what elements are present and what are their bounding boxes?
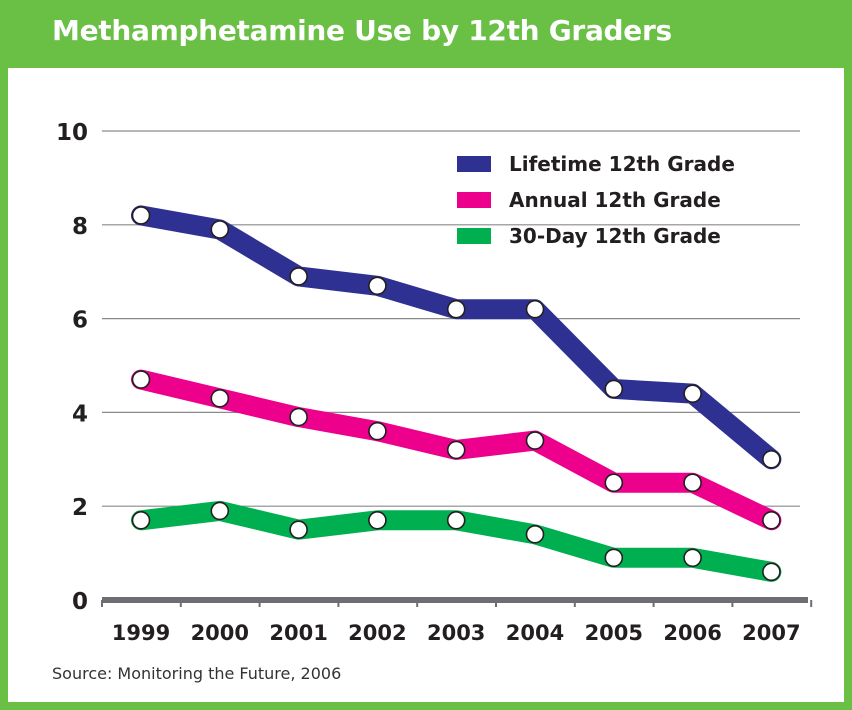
x-tick-label: 2004: [506, 621, 564, 645]
x-tick-label: 2005: [585, 621, 643, 645]
data-point: [525, 431, 545, 450]
data-point: [446, 440, 466, 460]
y-tick-label: 8: [72, 214, 88, 240]
data-point: [604, 548, 624, 568]
data-point: [762, 449, 781, 469]
source-note: Source: Monitoring the Future, 2006: [52, 664, 342, 683]
data-point: [683, 384, 702, 403]
data-point: [604, 473, 624, 493]
y-tick-label: 0: [72, 589, 88, 615]
data-point: [446, 510, 466, 530]
x-tick-label: 1999: [112, 621, 170, 645]
x-axis-line: [102, 597, 808, 603]
series-line: [131, 205, 782, 470]
legend-label: Annual 12th Grade: [509, 188, 721, 212]
data-point: [131, 510, 151, 530]
legend-swatch: [457, 228, 491, 244]
data-point: [604, 379, 624, 399]
data-point: [368, 421, 387, 441]
y-tick-label: 6: [72, 308, 88, 334]
data-point: [762, 510, 781, 530]
legend: Lifetime 12th Grade Annual 12th Grade 30-D…: [457, 152, 735, 248]
data-point: [525, 525, 545, 544]
data-point: [289, 407, 308, 427]
y-tick-labels: 0 2 4 6 8 10: [56, 120, 88, 615]
data-point: [289, 520, 308, 539]
x-tick-label: 2007: [742, 621, 800, 645]
x-axis: [101, 597, 813, 607]
legend-swatch: [457, 192, 491, 208]
legend-label: 30-Day 12th Grade: [509, 224, 721, 248]
data-point: [210, 220, 230, 239]
data-point: [210, 501, 230, 521]
title-bar: Methamphetamine Use by 12th Graders: [0, 0, 852, 68]
data-point: [525, 299, 545, 319]
x-tick-label: 2001: [269, 621, 327, 645]
legend-swatch: [457, 156, 491, 172]
data-point: [683, 548, 702, 568]
data-point: [683, 473, 702, 493]
y-tick-label: 4: [72, 401, 88, 427]
data-point: [446, 299, 466, 319]
data-point: [210, 389, 230, 408]
x-tick-label: 2003: [427, 621, 485, 645]
x-tick-label: 2000: [191, 621, 249, 645]
data-point: [368, 510, 387, 530]
x-tick-label: 2006: [663, 621, 721, 645]
data-point: [131, 206, 151, 225]
data-point: [762, 562, 781, 582]
data-point: [131, 370, 151, 389]
data-point: [289, 267, 308, 286]
y-tick-label: 10: [56, 120, 88, 146]
x-tick-labels: 1999 2000 2001 2002 2003 2004 2005 2006 2007: [112, 621, 801, 645]
legend-label: Lifetime 12th Grade: [509, 152, 735, 176]
data-point: [368, 276, 387, 296]
y-tick-label: 2: [72, 495, 88, 521]
chart-title: Methamphetamine Use by 12th Graders: [52, 14, 672, 47]
x-tick-label: 2002: [348, 621, 406, 645]
data-points: [131, 206, 781, 582]
